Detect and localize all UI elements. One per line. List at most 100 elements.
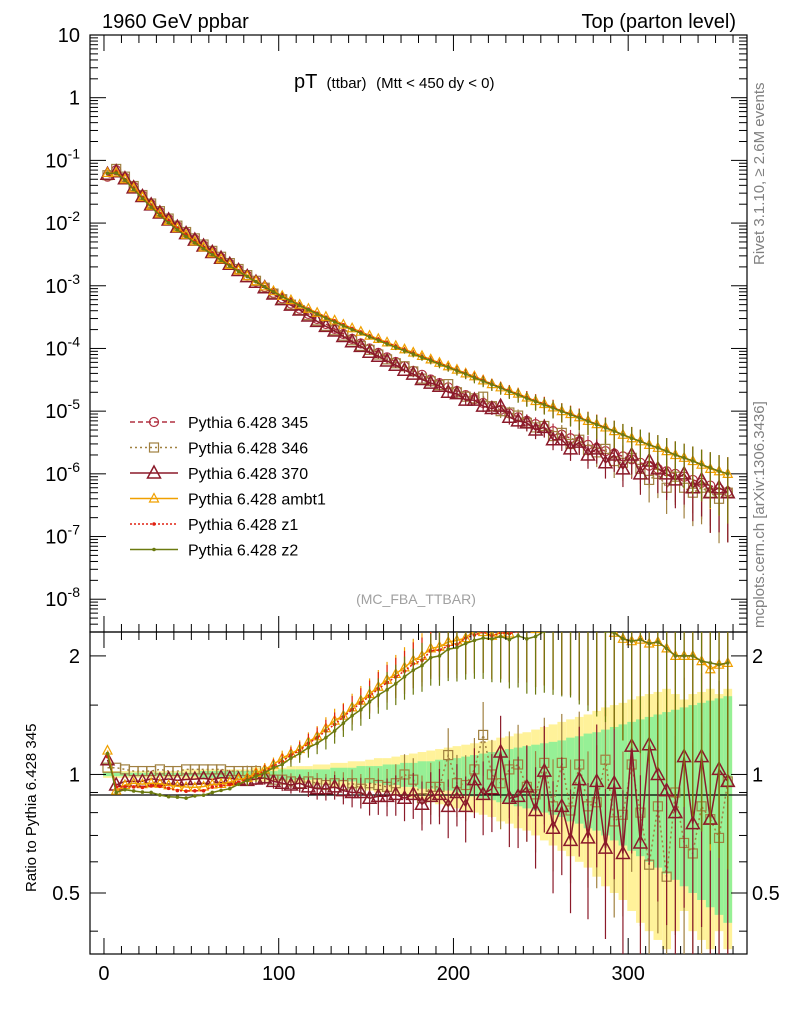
data-point [227,786,232,791]
data-point [647,443,651,447]
legend-label: Pythia 6.428 346 [188,441,308,458]
data-point [606,446,622,461]
data-point [632,834,649,849]
data-point [595,624,599,628]
band-green [225,771,235,778]
data-point [551,623,555,627]
data-point [210,785,215,789]
legend-label: Pythia 6.428 z1 [188,517,298,534]
data-point [498,386,503,390]
data-point [402,348,407,353]
data-point [725,661,730,665]
data-point [545,431,561,446]
data-point [359,331,363,336]
data-point [379,787,395,803]
data-point [428,655,433,660]
data-point [725,472,730,476]
data-point [638,637,643,642]
data-point [568,412,573,417]
x-tick-label: 100 [262,963,295,985]
data-point [201,788,206,793]
data-point [359,707,363,712]
data-point [525,626,529,630]
data-point [632,465,649,480]
data-point [656,446,660,450]
data-point [569,621,573,625]
data-point [140,196,145,201]
process-label: Top (parton level) [581,11,736,33]
data-point [123,178,127,182]
data-point [344,783,360,799]
data-point [708,661,713,665]
data-point [554,797,570,813]
data-point [297,303,302,308]
data-point [245,778,250,783]
data-point [656,640,660,644]
data-point [588,772,605,788]
data-point [364,329,376,340]
data-point [560,624,564,628]
data-point [594,422,599,427]
series-5 [105,171,730,524]
data-point [566,618,575,627]
data-point [245,274,250,279]
data-point [329,325,340,336]
data-point [332,320,337,324]
data-point [562,831,579,847]
data-point [446,365,451,370]
data-point [193,794,197,798]
data-point [320,310,332,321]
ratio-y-tick-label: 0.5 [52,883,80,905]
data-point [463,641,468,646]
data-point [516,393,520,397]
data-point [577,416,582,420]
data-point [525,396,529,401]
data-point [306,307,311,312]
data-point [195,769,212,785]
data-point [534,627,538,631]
data-point [388,785,404,801]
data-point [507,389,512,394]
data-point [498,634,503,639]
data-point [105,751,110,756]
data-point [519,778,535,793]
data-point [612,632,617,635]
data-point [148,416,160,428]
data-point [422,787,439,803]
data-point [449,783,465,799]
data-point [623,737,640,752]
data-point [236,269,241,274]
data-point [554,431,570,446]
ratio-line [107,734,729,877]
data-point [536,418,553,434]
data-point [612,429,617,433]
data-point [559,409,564,414]
data-point [353,337,369,353]
data-point [184,789,188,793]
mcplots-label: mcplots.cern.ch [arXiv:1306.3436] [751,401,768,628]
data-point [178,770,194,786]
data-point [385,342,389,346]
data-point [478,391,489,402]
data-point [152,522,156,526]
data-point [166,221,171,225]
data-point [396,361,413,376]
data-point [615,844,631,860]
data-point [193,788,197,793]
data-point [108,163,124,178]
data-point [110,166,122,177]
data-point [542,403,547,407]
ratio-series-group [99,618,736,954]
data-point [187,770,203,785]
data-point [184,234,188,239]
data-point [210,790,215,795]
legend-label: Pythia 6.428 z2 [188,543,298,560]
data-point [166,786,171,791]
data-point [569,623,573,627]
band-green [417,761,427,789]
data-point [658,465,675,480]
data-point [615,460,631,475]
data-point [227,264,232,268]
data-point [422,374,439,389]
data-point [414,370,430,386]
